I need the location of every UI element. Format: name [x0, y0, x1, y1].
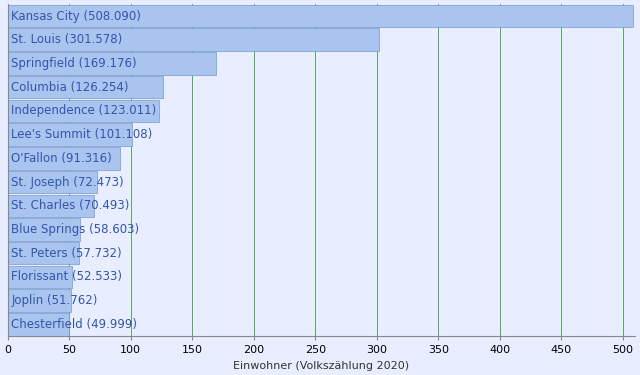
Bar: [8, 171, 97, 194]
Text: Kansas City (508.090): Kansas City (508.090): [12, 9, 141, 22]
Text: Springfield (169.176): Springfield (169.176): [12, 57, 137, 70]
Bar: [8, 123, 132, 146]
Text: St. Joseph (72.473): St. Joseph (72.473): [12, 176, 124, 189]
Text: St. Charles (70.493): St. Charles (70.493): [12, 199, 130, 212]
X-axis label: Einwohner (Volkszählung 2020): Einwohner (Volkszählung 2020): [234, 361, 410, 371]
Bar: [8, 290, 71, 312]
Text: Lee's Summit (101.108): Lee's Summit (101.108): [12, 128, 152, 141]
Bar: [8, 28, 379, 51]
Text: Independence (123.011): Independence (123.011): [12, 104, 157, 117]
Bar: [8, 147, 120, 170]
Text: St. Peters (57.732): St. Peters (57.732): [12, 247, 122, 260]
Bar: [8, 313, 69, 336]
Text: St. Louis (301.578): St. Louis (301.578): [12, 33, 123, 46]
Text: Florissant (52.533): Florissant (52.533): [12, 270, 122, 284]
Bar: [8, 266, 72, 288]
Text: Blue Springs (58.603): Blue Springs (58.603): [12, 223, 140, 236]
Bar: [8, 218, 80, 241]
Text: Columbia (126.254): Columbia (126.254): [12, 81, 129, 94]
Bar: [8, 195, 94, 217]
Bar: [8, 242, 79, 264]
Text: Joplin (51.762): Joplin (51.762): [12, 294, 98, 307]
Bar: [8, 5, 633, 27]
Text: O'Fallon (91.316): O'Fallon (91.316): [12, 152, 112, 165]
Bar: [8, 52, 216, 75]
Text: Chesterfield (49.999): Chesterfield (49.999): [12, 318, 138, 331]
Bar: [8, 76, 163, 99]
Bar: [8, 100, 159, 122]
